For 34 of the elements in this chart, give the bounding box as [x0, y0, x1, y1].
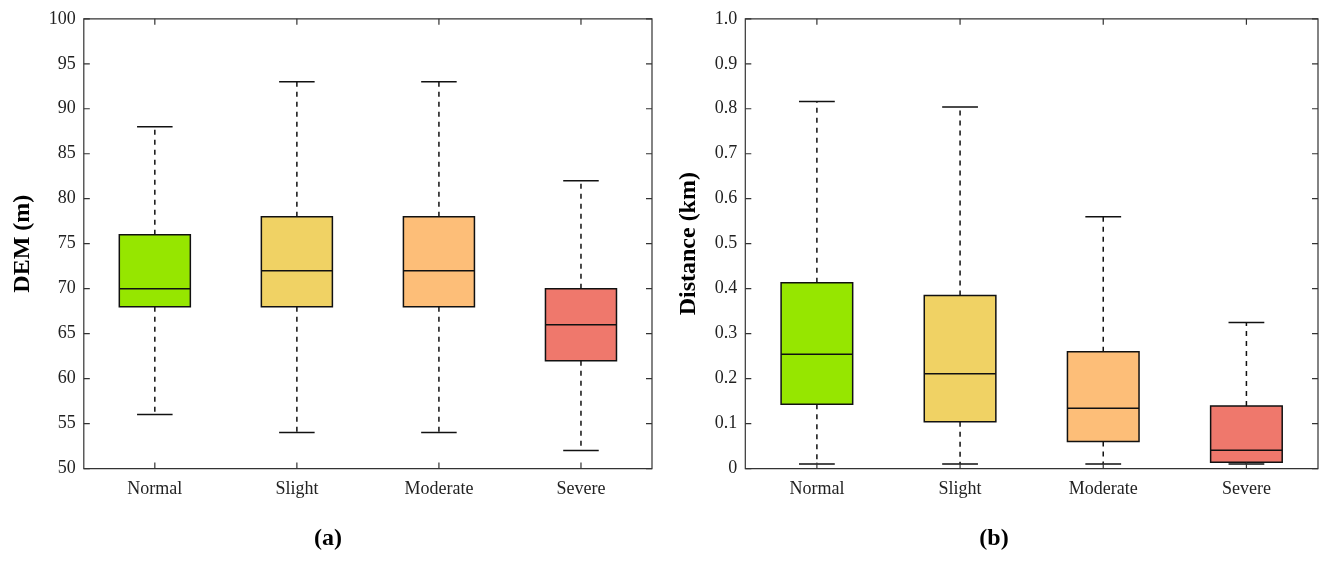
y-tick-label: 55: [57, 412, 76, 433]
y-tick-label: 80: [57, 187, 76, 208]
x-tick-label: Slight: [275, 478, 319, 499]
x-tick-label: Moderate: [404, 478, 474, 499]
x-tick-label: Normal: [127, 478, 183, 499]
y-tick-label: 1.0: [714, 7, 738, 28]
y-tick-label: 0.3: [714, 322, 738, 343]
x-tick-label: Moderate: [1068, 478, 1138, 499]
y-axis-title: Distance (km): [673, 172, 700, 316]
y-tick-label: 0.9: [714, 52, 738, 73]
y-tick-label: 0.6: [714, 187, 738, 208]
text: (b): [979, 523, 1009, 550]
x-tick-label: Normal: [789, 478, 845, 499]
y-tick-label: 0.2: [714, 367, 738, 388]
text: (a): [314, 523, 342, 550]
y-tick-label: 90: [57, 97, 76, 118]
y-tick-label: 75: [57, 232, 76, 253]
y-tick-label: 50: [57, 457, 76, 478]
y-tick-label: 95: [57, 52, 76, 73]
y-tick-label: 0: [728, 457, 738, 478]
y-tick-label: 85: [57, 142, 76, 163]
y-tick-label: 0.5: [714, 232, 738, 253]
y-tick-label: 0.4: [714, 277, 738, 298]
x-tick-label: Severe: [556, 478, 606, 499]
y-tick-label: 70: [57, 277, 76, 298]
y-tick-label: 0.1: [714, 412, 738, 433]
y-tick-label: 60: [57, 367, 76, 388]
x-tick-label: Severe: [1221, 478, 1271, 499]
y-tick-label: 0.7: [714, 142, 738, 163]
y-axis-title: DEM (m): [7, 194, 34, 293]
x-tick-label: Slight: [938, 478, 982, 499]
y-tick-label: 65: [57, 322, 76, 343]
y-tick-label: 0.8: [714, 97, 738, 118]
y-tick-label: 100: [48, 7, 76, 28]
